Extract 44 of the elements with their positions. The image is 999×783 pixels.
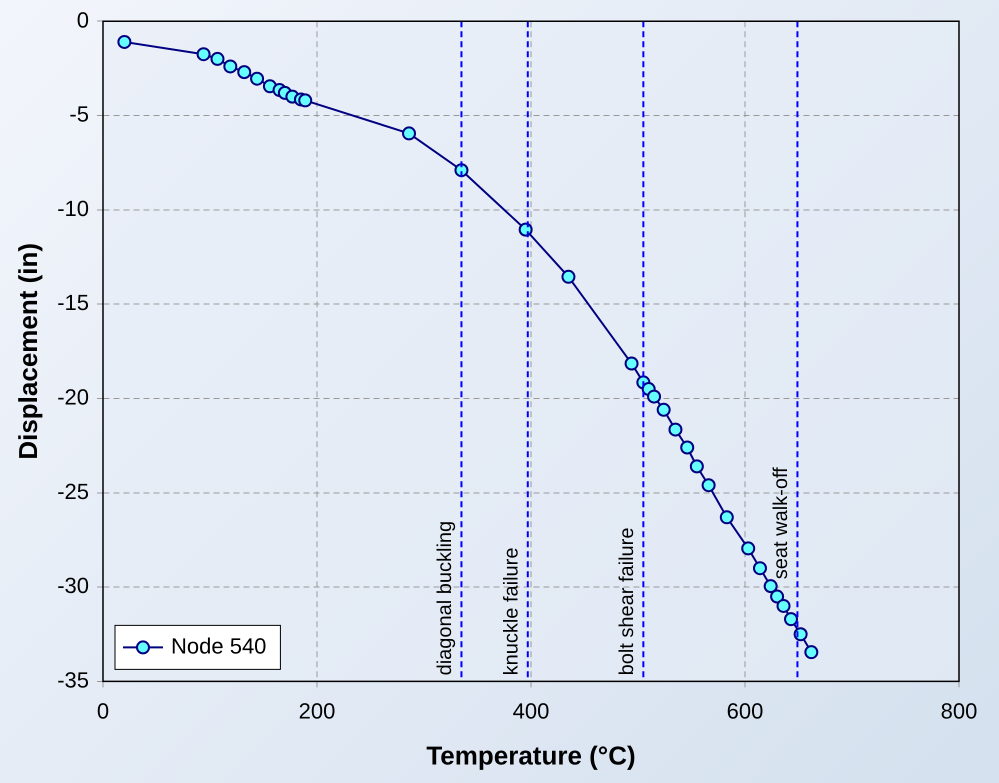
point [770, 590, 784, 604]
ref-line-label: knuckle failure [500, 548, 522, 676]
point [784, 612, 798, 626]
legend-label: Node 540 [170, 633, 266, 658]
point [196, 47, 211, 62]
point [561, 270, 576, 284]
point [402, 126, 416, 140]
y-tick-label: -25 [57, 478, 89, 504]
point [720, 510, 734, 524]
point [210, 52, 224, 66]
x-tick-label: 200 [298, 698, 336, 724]
y-tick-label: -35 [57, 667, 89, 692]
y-tick-label: -20 [57, 384, 89, 410]
ref-line-label: diagonal buckling [434, 520, 456, 676]
x-tick-label: 400 [512, 698, 550, 724]
ref-line-label: seat walk-off [770, 466, 792, 580]
y-tick-label: 0 [76, 7, 89, 32]
y-tick-label: -10 [57, 196, 89, 221]
point [298, 93, 312, 108]
point [776, 598, 791, 613]
x-tick-label: 800 [940, 698, 978, 724]
point [668, 422, 682, 437]
point [656, 402, 671, 417]
y-tick-label: -15 [57, 290, 89, 316]
point [250, 72, 264, 86]
y-axis-title: Displacement (in) [12, 242, 43, 460]
point [741, 541, 756, 556]
point [223, 59, 238, 74]
point [690, 459, 704, 474]
point [117, 34, 132, 49]
y-tick-label: -30 [57, 573, 89, 598]
ref-line-label: bolt shear failure [616, 528, 638, 676]
point [752, 561, 767, 576]
x-axis-title: Temperature (°C) [426, 740, 636, 771]
x-tick-label: 600 [726, 698, 764, 724]
point [237, 65, 252, 80]
point [680, 440, 694, 454]
point [702, 478, 716, 492]
point [647, 390, 662, 404]
point [764, 579, 778, 594]
point [624, 356, 639, 371]
point [804, 645, 818, 660]
y-tick-label: -5 [69, 102, 89, 127]
x-tick-label: 0 [96, 698, 110, 724]
